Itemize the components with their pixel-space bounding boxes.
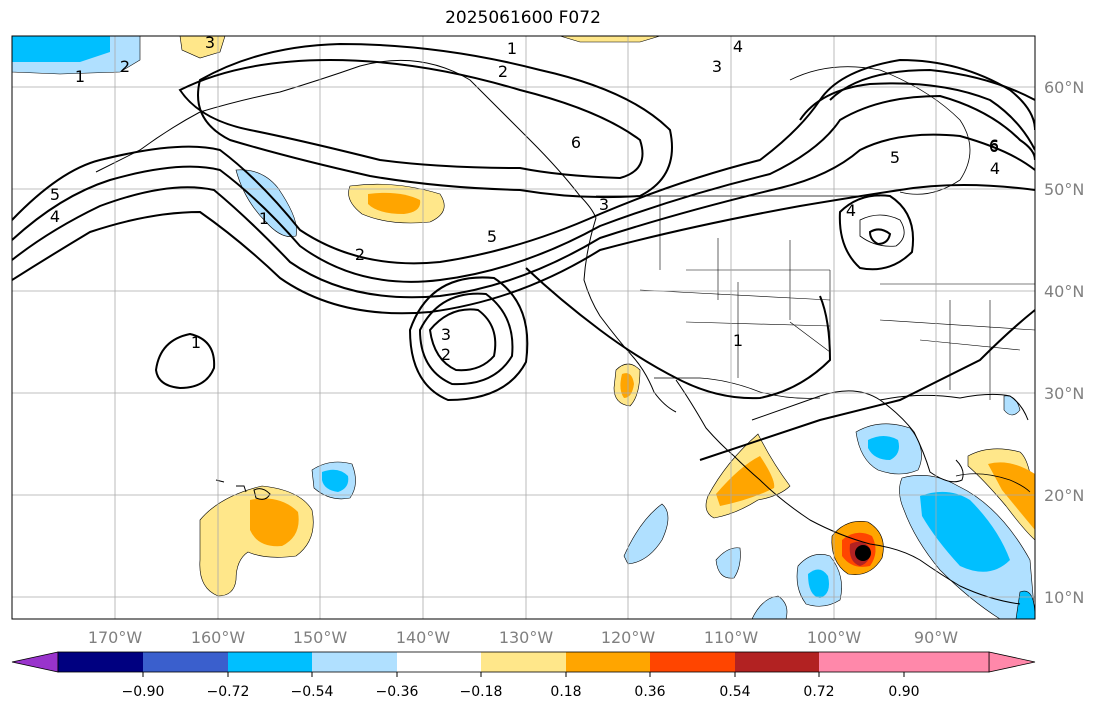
contour-label: 1: [75, 67, 85, 86]
colorbar-ticks: −0.90 −0.72 −0.54 −0.36 −0.18 0.18 0.36 0.54 0.7…: [122, 672, 920, 700]
colorbar: −0.90 −0.72 −0.54 −0.36 −0.18 0.18 0.36 0.54 0.7…: [11, 651, 1036, 700]
lon-label: 140°W: [396, 628, 451, 647]
colorbar-bin: [650, 652, 735, 672]
contour-label: 1: [259, 209, 269, 228]
contour-label: 2: [355, 245, 365, 264]
lat-label: 60°N: [1044, 78, 1084, 97]
contour-label: 6: [989, 137, 999, 156]
contour-layer: [12, 42, 1035, 461]
colorbar-bin: [566, 652, 650, 672]
lon-label: 130°W: [499, 628, 554, 647]
colorbar-tick-label: 0.72: [803, 684, 834, 700]
lat-label: 20°N: [1044, 486, 1084, 505]
contour-label: 2: [441, 345, 451, 364]
contour-label: 6: [571, 133, 581, 152]
contour-label: 1: [507, 39, 517, 58]
contour-label: 4: [50, 207, 60, 226]
colorbar-tick-label: −0.90: [122, 684, 165, 700]
colorbar-under-arrow: [11, 651, 59, 673]
lon-label: 170°W: [88, 628, 143, 647]
shading-layer: [12, 36, 1035, 619]
map-title: 2025061600 F072: [445, 8, 601, 28]
contour-label: 3: [205, 33, 215, 52]
longitude-labels: 170°W 160°W 150°W 140°W 130°W 120°W 110°…: [88, 628, 958, 647]
colorbar-tick-label: −0.72: [207, 684, 250, 700]
colorbar-bin: [819, 652, 989, 672]
contour-label: 1: [191, 333, 201, 352]
colorbar-bin: [228, 652, 312, 672]
lat-label: 40°N: [1044, 282, 1084, 301]
latitude-labels: 60°N 50°N 40°N 30°N 20°N 10°N: [1044, 78, 1084, 607]
contour-label: 4: [733, 37, 743, 56]
contour-label: 6: [989, 136, 999, 155]
colorbar-tick-label: −0.36: [376, 684, 419, 700]
contour-label: 3: [599, 195, 609, 214]
colorbar-tick-label: 0.18: [550, 684, 581, 700]
contour-label: 1: [733, 331, 743, 350]
contour-label: 2: [120, 57, 130, 76]
lat-label: 50°N: [1044, 180, 1084, 199]
lon-label: 120°W: [601, 628, 656, 647]
colorbar-bin: [481, 652, 566, 672]
colorbar-bin: [58, 652, 143, 672]
colorbar-tick-label: 0.36: [634, 684, 665, 700]
lon-label: 150°W: [293, 628, 348, 647]
coastline-layer: [95, 59, 1035, 605]
map-area: 1 2 3 4 5 6 1 2 3 4 5 6 1 2 3 4 1 1 2 3 …: [12, 33, 1035, 619]
storm-center-marker: [855, 545, 871, 561]
colorbar-tick-label: −0.18: [460, 684, 503, 700]
lon-label: 100°W: [807, 628, 862, 647]
contour-label: 3: [712, 57, 722, 76]
contour-label: 5: [487, 227, 497, 246]
map-frame: [11, 35, 1036, 620]
lon-label: 110°W: [704, 628, 759, 647]
colorbar-bin: [735, 652, 819, 672]
lon-label: 160°W: [191, 628, 246, 647]
lon-label: 90°W: [914, 628, 958, 647]
contour-label: 4: [846, 201, 856, 220]
contour-label: 5: [50, 185, 60, 204]
colorbar-bin: [312, 652, 397, 672]
lat-label: 10°N: [1044, 588, 1084, 607]
colorbar-tick-label: 0.90: [888, 684, 919, 700]
colorbar-over-arrow: [988, 651, 1036, 673]
colorbar-tick-label: −0.54: [291, 684, 334, 700]
contour-label: 5: [890, 148, 900, 167]
contour-label: 3: [441, 325, 451, 344]
contour-labels: 1 2 3 4 5 6 1 2 3 4 5 6 1 2 3 4 1 1 2 3 …: [50, 33, 1000, 364]
colorbar-bin: [143, 652, 228, 672]
colorbar-bin: [397, 652, 481, 672]
contour-label: 4: [990, 159, 1000, 178]
colorbar-tick-label: 0.54: [719, 684, 750, 700]
contour-label: 2: [498, 62, 508, 81]
lat-label: 30°N: [1044, 384, 1084, 403]
